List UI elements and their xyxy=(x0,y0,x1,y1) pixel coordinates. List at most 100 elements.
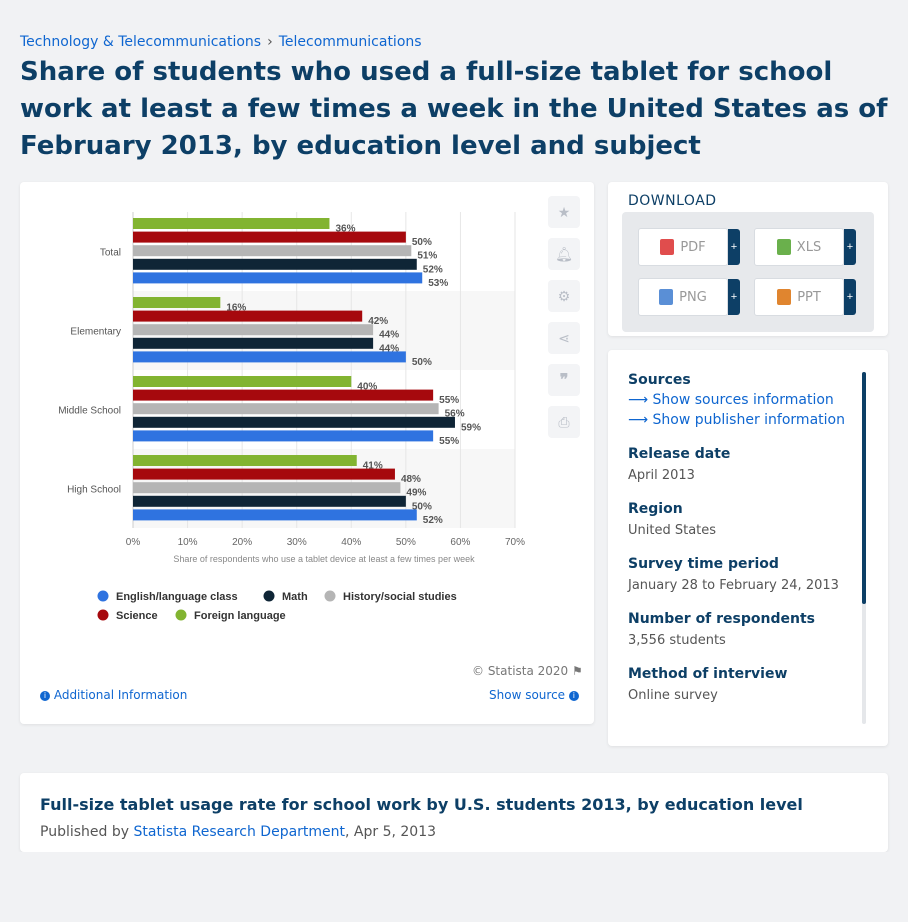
share-icon: ⋖ xyxy=(558,329,570,346)
download-pdf-button[interactable]: PDF xyxy=(638,228,728,266)
share-button[interactable]: ⋖ xyxy=(548,322,580,354)
legend-marker xyxy=(175,609,187,621)
category-label: Middle School xyxy=(58,406,121,417)
info-card xyxy=(608,350,888,746)
print-icon: ⎙ xyxy=(558,413,570,430)
category-label: Total xyxy=(100,248,121,259)
flag-icon[interactable]: ⚑ xyxy=(572,664,583,678)
arrow-right-icon: ⟶ xyxy=(628,392,649,408)
download-ppt-options[interactable]: + xyxy=(844,279,856,315)
release-date-value: April 2013 xyxy=(628,468,695,483)
bar xyxy=(133,272,423,284)
bar xyxy=(133,258,417,270)
chart-copyright: © Statista 2020 ⚑ xyxy=(472,664,583,678)
bar xyxy=(133,324,374,336)
bar xyxy=(133,416,455,428)
bar-value-label: 42% xyxy=(368,316,388,327)
bar-value-label: 50% xyxy=(412,357,432,368)
info-icon: i xyxy=(40,690,50,701)
x-tick-label: 20% xyxy=(232,537,252,548)
cite-button[interactable]: ❞ xyxy=(548,364,580,396)
favorite-button[interactable]: ★ xyxy=(548,196,580,228)
bar xyxy=(133,218,330,229)
print-button[interactable]: ⎙ xyxy=(548,406,580,438)
bar xyxy=(133,495,406,507)
method-value: Online survey xyxy=(628,688,718,703)
legend-label: Foreign language xyxy=(194,610,286,622)
x-tick-label: 30% xyxy=(287,537,307,548)
show-publisher-link[interactable]: ⟶ Show publisher information xyxy=(628,412,845,428)
legend-marker xyxy=(97,609,109,621)
breadcrumb-link-telecommunications[interactable]: Telecommunications xyxy=(278,34,422,50)
respondents-label: Number of respondents xyxy=(628,611,815,627)
show-source-link[interactable]: Show source i xyxy=(489,688,579,702)
breadcrumb: Technology & Telecommunications › Telecomm… xyxy=(20,34,422,50)
settings-button[interactable]: ⚙ xyxy=(548,280,580,312)
bar xyxy=(133,509,417,521)
legend-label: Math xyxy=(282,591,308,603)
bar xyxy=(133,297,221,308)
breadcrumb-link-technology[interactable]: Technology & Telecommunications xyxy=(20,34,262,50)
bar-value-label: 51% xyxy=(417,251,437,262)
bar-value-label: 44% xyxy=(379,330,399,341)
pdf-icon xyxy=(660,239,675,255)
bar-value-label: 50% xyxy=(412,237,432,248)
publisher-link[interactable]: Statista Research Department xyxy=(133,824,346,840)
arrow-right-icon: ⟶ xyxy=(628,412,649,428)
legend-label: English/language class xyxy=(116,591,238,603)
bar xyxy=(133,376,352,387)
download-ppt-button[interactable]: PPT xyxy=(754,278,844,316)
notification-button[interactable]: 🔔︎ xyxy=(548,238,580,270)
x-tick-label: 10% xyxy=(178,537,198,548)
bar-value-label: 16% xyxy=(226,303,246,314)
star-icon: ★ xyxy=(557,203,571,220)
related-statistic-card xyxy=(20,773,888,852)
bar-value-label: 36% xyxy=(335,224,355,235)
info-panel: Sources ⟶ Show sources information ⟶ Sho… xyxy=(628,372,853,703)
quote-icon: ❞ xyxy=(559,372,569,389)
gear-icon: ⚙ xyxy=(557,287,571,304)
x-axis-title: Share of respondents who use a tablet de… xyxy=(173,554,475,564)
survey-period-value: January 28 to February 24, 2013 xyxy=(628,578,839,593)
bar xyxy=(133,455,357,466)
bar xyxy=(133,389,434,401)
bar xyxy=(133,430,434,442)
bar-value-label: 48% xyxy=(401,474,421,485)
category-label: Elementary xyxy=(70,327,121,338)
download-xls-options[interactable]: + xyxy=(844,229,856,265)
legend-marker xyxy=(97,590,109,602)
bar xyxy=(133,231,406,243)
related-statistic-title[interactable]: Full-size tablet usage rate for school w… xyxy=(40,795,803,814)
bar-value-label: 41% xyxy=(363,461,383,472)
download-png-options[interactable]: + xyxy=(728,279,740,315)
bar-value-label: 49% xyxy=(406,488,426,499)
ppt-icon xyxy=(777,289,792,305)
bar-value-label: 44% xyxy=(379,343,399,354)
bar-value-label: 59% xyxy=(461,422,481,433)
method-label: Method of interview xyxy=(628,666,788,682)
bar-value-label: 56% xyxy=(445,409,465,420)
bell-icon: 🔔︎ xyxy=(555,245,573,262)
bar-value-label: 52% xyxy=(423,515,443,526)
x-tick-label: 0% xyxy=(126,537,141,548)
info-scrollbar-thumb[interactable] xyxy=(862,372,866,604)
release-date-label: Release date xyxy=(628,446,731,462)
bar-value-label: 55% xyxy=(439,395,459,406)
x-tick-label: 70% xyxy=(505,537,525,548)
download-pdf-options[interactable]: + xyxy=(728,229,740,265)
show-sources-link[interactable]: ⟶ Show sources information xyxy=(628,392,834,408)
additional-info-link[interactable]: i Additional Information xyxy=(40,688,187,702)
bar xyxy=(133,351,406,363)
legend-marker xyxy=(324,590,336,602)
xls-icon xyxy=(776,239,791,255)
bar-value-label: 50% xyxy=(412,501,432,512)
sources-label: Sources xyxy=(628,372,691,388)
png-icon xyxy=(659,289,674,305)
bar xyxy=(133,245,412,257)
download-xls-button[interactable]: XLS xyxy=(754,228,844,266)
bar xyxy=(133,310,363,322)
legend-label: Science xyxy=(116,610,158,622)
download-png-button[interactable]: PNG xyxy=(638,278,728,316)
breadcrumb-separator: › xyxy=(267,34,273,50)
